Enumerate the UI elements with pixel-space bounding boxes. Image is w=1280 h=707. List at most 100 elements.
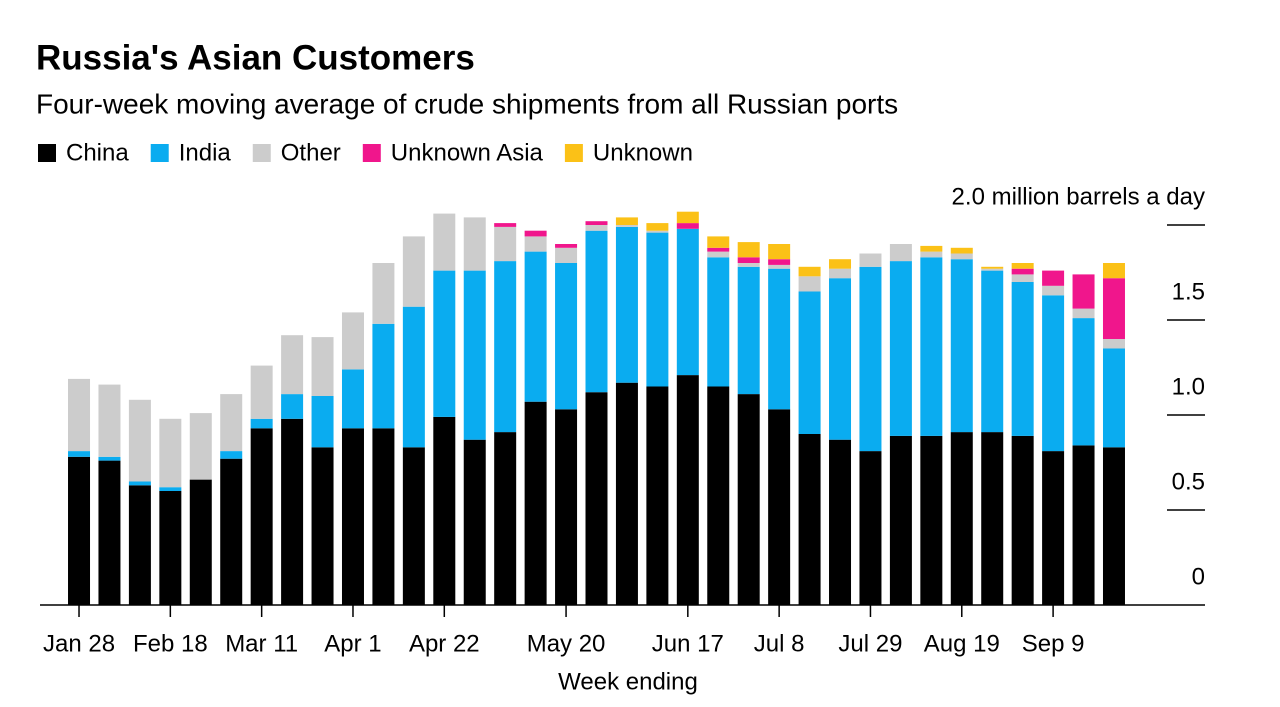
bar-segment xyxy=(372,323,395,429)
bar-segment xyxy=(189,479,212,605)
bar-segment xyxy=(768,264,791,269)
bar-segment xyxy=(615,217,638,225)
bar-segment xyxy=(494,261,517,433)
bar-segment xyxy=(433,213,456,271)
bar-segment xyxy=(220,458,243,605)
x-tick-label: Mar 11 xyxy=(225,630,298,657)
bar-segment xyxy=(311,396,334,448)
bar-segment xyxy=(68,456,91,605)
bar-segment xyxy=(98,456,121,461)
bar-segment xyxy=(463,270,486,440)
bar-segment xyxy=(402,447,425,605)
bar-segment xyxy=(829,259,852,269)
bar-segment xyxy=(889,244,912,262)
bar-segment xyxy=(372,428,395,605)
x-tick-label: Sep 9 xyxy=(1022,630,1085,657)
bar-segment xyxy=(920,435,943,605)
bar-segment xyxy=(737,257,760,263)
x-tick-label: Aug 19 xyxy=(924,630,1000,657)
legend-label: China xyxy=(66,139,129,166)
bar-segment xyxy=(920,245,943,252)
bar-segment xyxy=(646,232,669,387)
bar-segment xyxy=(555,263,578,410)
legend-swatch xyxy=(150,144,169,162)
bar-segment xyxy=(98,384,121,457)
legend-label: Unknown Asia xyxy=(391,139,544,166)
bar-segment xyxy=(250,365,273,419)
x-tick-label: Jul 29 xyxy=(838,630,902,657)
bar-segment xyxy=(920,257,943,436)
bar-segment xyxy=(159,418,182,488)
bar-segment xyxy=(402,306,425,448)
bar-segment xyxy=(281,335,304,395)
bar-segment xyxy=(1072,318,1095,446)
bar-segment xyxy=(159,487,182,491)
bar-segment xyxy=(494,223,517,227)
y-tick-label: 2.0 million barrels a day xyxy=(952,183,1205,210)
bar-segment xyxy=(646,230,669,233)
x-tick-label: Jan 28 xyxy=(43,630,115,657)
bar-segment xyxy=(1042,295,1065,452)
bar-segment xyxy=(585,392,608,605)
bar-segment xyxy=(372,263,395,324)
bar-segment xyxy=(128,485,151,605)
bar-segment xyxy=(159,491,182,605)
bar-segment xyxy=(433,270,456,417)
bar-segment xyxy=(859,451,882,605)
x-tick-label: Apr 1 xyxy=(324,630,381,657)
bar-segment xyxy=(1102,348,1125,448)
bar-segment xyxy=(402,236,425,307)
legend-swatch xyxy=(38,144,56,162)
bar-segment xyxy=(341,312,364,370)
x-tick-label: Feb 18 xyxy=(133,630,208,657)
y-tick-label: 1.5 xyxy=(1172,278,1205,305)
legend-label: India xyxy=(179,139,232,166)
bar-segment xyxy=(646,223,669,231)
legend-swatch xyxy=(252,144,271,162)
legend-swatch xyxy=(362,144,381,162)
bar-segment xyxy=(889,261,912,436)
bar-segment xyxy=(250,428,273,605)
bar-segment xyxy=(585,225,608,231)
bar-segment xyxy=(707,257,730,387)
bar-segment xyxy=(676,211,699,224)
legend-swatch xyxy=(564,144,583,162)
bar-segment xyxy=(707,386,730,605)
bar-segment xyxy=(1011,435,1034,605)
bar-segment xyxy=(281,418,304,605)
bar-segment xyxy=(768,244,791,260)
bar-segment xyxy=(707,251,730,258)
bar-segment xyxy=(189,413,212,480)
bar-segment xyxy=(463,217,486,271)
bar-segment xyxy=(859,266,882,452)
bar-segment xyxy=(1011,274,1034,282)
bar-segment xyxy=(676,228,699,376)
bar-segment xyxy=(676,223,699,229)
bar-segment xyxy=(1042,451,1065,605)
bar-segment xyxy=(950,259,973,433)
bar-segment xyxy=(1072,308,1095,319)
bar-segment xyxy=(585,230,608,393)
bar-segment xyxy=(950,247,973,254)
bar-segment xyxy=(737,263,760,267)
bar-segment xyxy=(1072,445,1095,605)
bar-segment xyxy=(68,378,91,452)
bar-segment xyxy=(798,266,821,277)
bar-segment xyxy=(615,225,638,227)
bar-segment xyxy=(707,247,730,252)
bar-segment xyxy=(98,460,121,605)
bar-segment xyxy=(768,259,791,265)
bar-segment xyxy=(1102,278,1125,339)
bar-segment xyxy=(128,481,151,486)
bar-segment xyxy=(341,369,364,429)
x-tick-label: Jun 17 xyxy=(652,630,724,657)
bar-segment xyxy=(950,432,973,605)
bar-segment xyxy=(524,401,547,605)
bar-segment xyxy=(981,432,1004,605)
bar-segment xyxy=(798,434,821,605)
bar-segment xyxy=(737,242,760,258)
bar-segment xyxy=(798,291,821,434)
bar-segment xyxy=(463,439,486,605)
x-axis-label: Week ending xyxy=(558,668,698,695)
